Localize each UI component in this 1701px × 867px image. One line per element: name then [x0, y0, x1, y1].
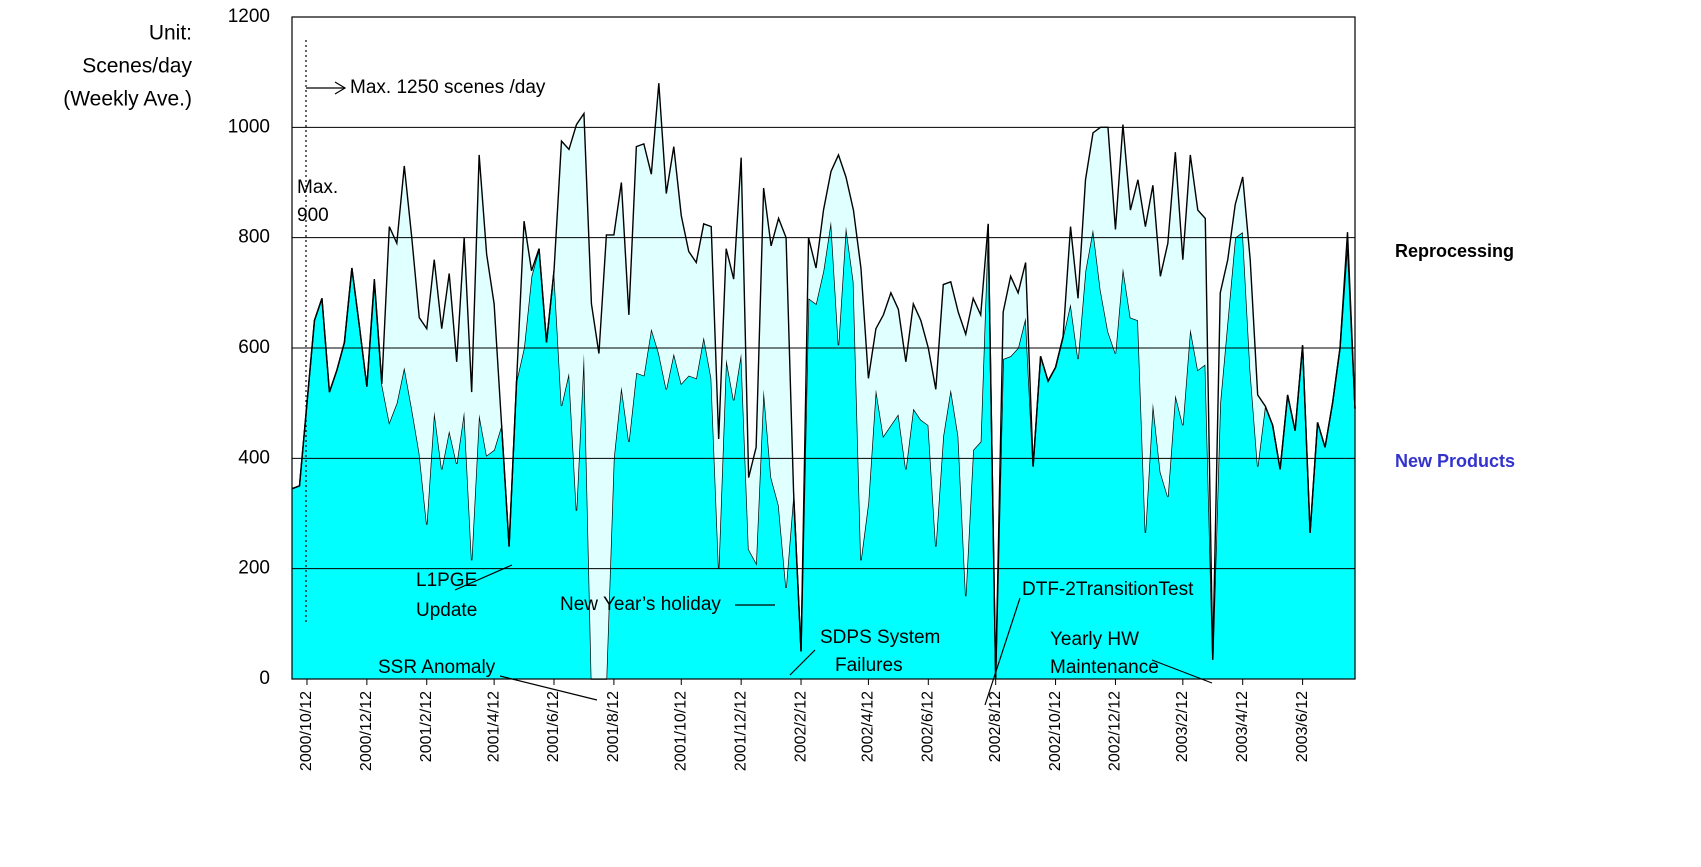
y-tick-label: 400	[238, 447, 270, 468]
annotation: Maintenance	[1050, 657, 1159, 678]
annotation: SSR Anomaly	[378, 657, 496, 678]
y-axis-label: Unit:	[149, 22, 192, 45]
annotation: Yearly HW	[1050, 629, 1139, 650]
x-tick-label: 2000/12/12	[358, 691, 375, 771]
y-tick-label: 1200	[228, 6, 270, 27]
x-tick-label: 2000/10/12	[298, 691, 315, 771]
y-tick-label: 600	[238, 337, 270, 358]
plot-frame	[291, 16, 1356, 680]
y-tick-label: 200	[238, 558, 270, 579]
x-tick-label: 2001/4/12	[485, 691, 502, 762]
x-tick-label: 2003/6/12	[1294, 691, 1311, 762]
legend-label: New Products	[1395, 451, 1515, 471]
area	[292, 83, 1355, 679]
y-axis-label: Scenes/day	[82, 55, 192, 78]
y-tick-label: 0	[259, 668, 270, 689]
area	[292, 221, 1355, 679]
annotation: Max. 1250 scenes /day	[350, 77, 546, 98]
annotation: 900	[297, 205, 329, 226]
y-tick-label: 800	[238, 227, 270, 248]
x-tick-label: 2001/8/12	[605, 691, 622, 762]
area-line	[291, 83, 1356, 680]
annotation-leader	[454, 564, 513, 591]
x-tick-label: 2003/2/12	[1174, 691, 1191, 762]
annotation: New Year’s holiday	[560, 594, 721, 615]
legend-label: Reprocessing	[1395, 241, 1514, 261]
annotation-leader	[1151, 659, 1213, 684]
x-tick-label: 2001/12/12	[732, 691, 749, 771]
annotation-leader	[789, 649, 816, 676]
x-tick-label: 2001/10/12	[672, 691, 689, 771]
annotation-leader	[499, 675, 598, 701]
annotation: Failures	[835, 655, 903, 676]
x-tick-label: 2001/2/12	[418, 691, 435, 762]
annotation: L1PGE	[416, 570, 477, 591]
annotation: Max.	[297, 177, 338, 198]
x-tick-label: 2002/6/12	[920, 691, 937, 762]
x-tick-label: 2003/4/12	[1234, 691, 1251, 762]
annotation: SDPS System	[820, 627, 940, 648]
annotation-leader	[984, 597, 1021, 706]
x-tick-label: 2002/8/12	[987, 691, 1004, 762]
x-tick-label: 2002/2/12	[792, 691, 809, 762]
x-tick-label: 2002/10/12	[1047, 691, 1064, 771]
x-tick-label: 2001/6/12	[545, 691, 562, 762]
annotation: Update	[416, 600, 477, 621]
x-tick-label: 2002/4/12	[860, 691, 877, 762]
annotation: DTF-2TransitionTest	[1022, 579, 1194, 600]
annotation-arrow	[334, 81, 347, 95]
y-axis-label: (Weekly Ave.)	[63, 88, 192, 111]
x-tick-label: 2002/12/12	[1107, 691, 1124, 771]
y-tick-label: 1000	[228, 116, 270, 137]
